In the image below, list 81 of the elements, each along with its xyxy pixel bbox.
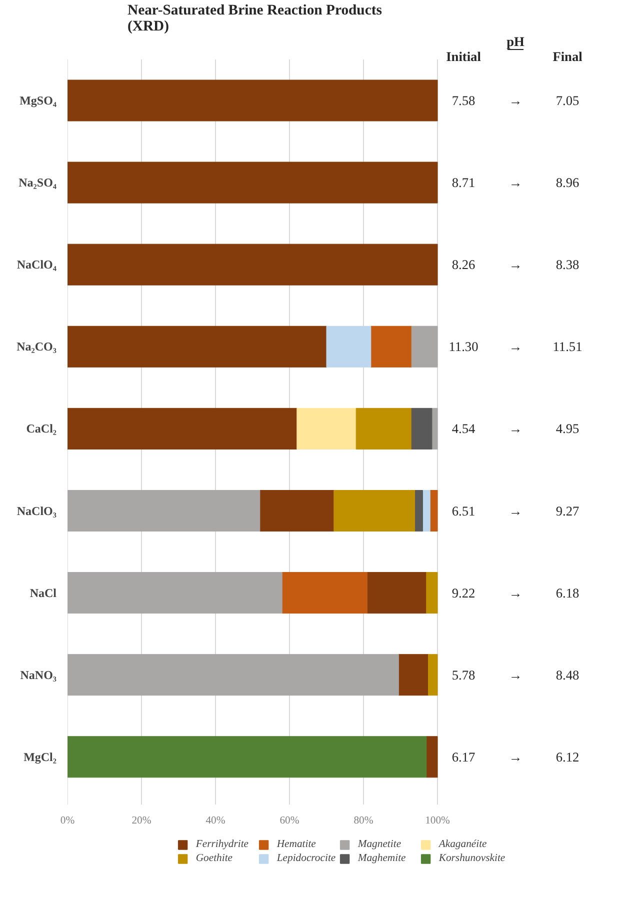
text: → [508,503,522,518]
text: 8.38 [556,257,580,272]
text: 6.17 [452,749,476,764]
bar [296,408,356,450]
x-tick-label: 0% [60,816,75,826]
legend-label: Goethite [196,852,234,864]
bar [68,736,427,778]
x-tick-label: 40% [206,816,226,826]
y-tick-label: NaClO₄ [16,258,57,272]
bar [426,572,438,614]
text: 7.05 [556,93,580,108]
text: pH [506,34,526,49]
y-tick-label: Na₂CO₃ [16,340,57,354]
text: 8.26 [452,257,476,272]
text: → [508,339,522,354]
x-tick-label: 80% [354,816,374,826]
bar [430,490,438,532]
legend-label: Maghemite [358,852,407,864]
bar [282,572,368,614]
text: → [508,749,522,764]
bar [68,162,438,204]
bar [366,572,427,614]
bar [426,736,438,778]
bar [68,654,399,696]
bar [370,326,412,368]
bar [334,490,416,532]
bar [415,490,423,532]
bar [68,490,260,532]
text: 5.78 [452,667,476,682]
text: 8.48 [556,667,580,682]
text: 11.30 [448,339,479,354]
bar [428,654,438,696]
bar [411,326,438,368]
text: 9.27 [556,503,580,518]
y-tick-label: NaCl [30,586,58,600]
bar [356,408,412,450]
x-tick-label: 60% [280,816,300,826]
legend-label: Ferrihydrite [196,838,250,850]
text: 8.71 [452,175,476,190]
legend-label: Lepidocrocite [276,852,337,864]
text: 7.58 [452,93,476,108]
legend-label: Hematite [276,838,317,850]
text: → [508,175,522,190]
text: 11.51 [552,339,582,354]
bar [68,408,298,450]
text: → [508,93,522,108]
text: 4.54 [452,421,476,436]
y-tick-label: NaNO₃ [20,668,57,682]
bar [411,408,432,450]
legend-label: Korshunovskite [438,852,506,864]
text: → [508,257,522,272]
y-tick-label: CaCl₂ [26,422,57,436]
text: → [508,421,522,436]
y-tick-label: MgSO₄ [20,94,57,108]
y-tick-label: Na₂SO₄ [18,176,57,190]
bar [68,80,438,122]
text: → [508,585,522,600]
legend-label: Akaganéite [438,838,488,850]
bar [422,490,430,532]
y-tick-label: MgCl₂ [24,750,57,764]
bar [432,408,438,450]
text: → [508,667,522,682]
chart-title: Near-Saturated Brine Reaction Products (XRD) [128,2,382,34]
text: 4.95 [556,421,580,436]
text: 6.18 [556,585,580,600]
bar [68,572,282,614]
x-tick-label: 20% [132,816,152,826]
x-tick-label: 100% [425,816,450,826]
legend-label: Magnetite [358,838,402,850]
text: Final [552,49,583,64]
y-tick-label: NaClO₃ [16,504,57,518]
bar [260,490,334,532]
bar [398,654,428,696]
text: Initial [446,49,482,64]
bar [68,244,438,286]
bar [326,326,372,368]
text: 8.96 [556,175,580,190]
text: 6.12 [556,749,580,764]
bar [68,326,327,368]
text: 6.51 [452,503,476,518]
text: 9.22 [452,585,476,600]
